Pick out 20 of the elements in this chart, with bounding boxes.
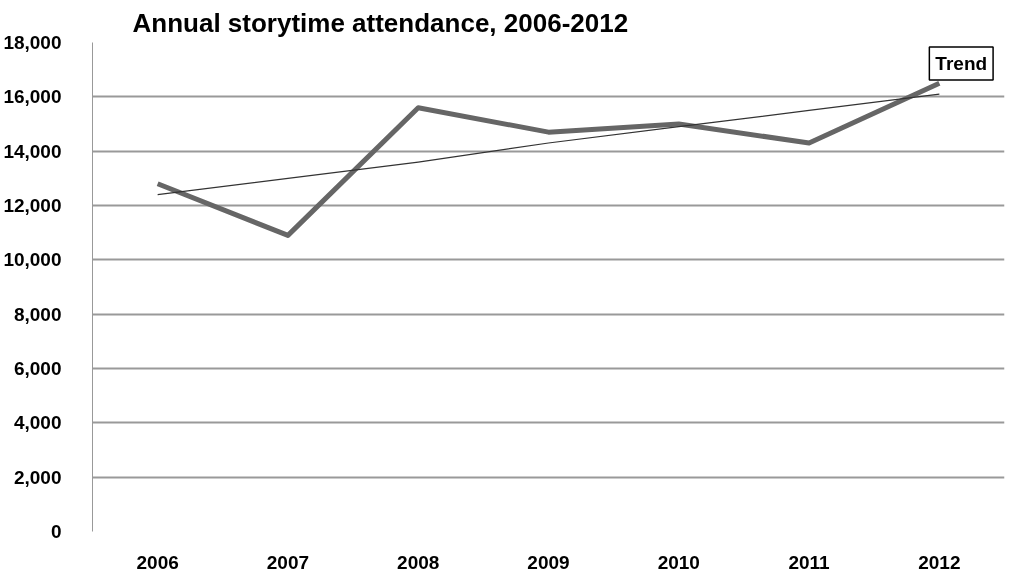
y-tick-label: 18,000	[3, 32, 62, 53]
y-tick-label: 12,000	[3, 195, 62, 216]
y-tick-label: 2,000	[13, 466, 62, 488]
y-tick-label: 4,000	[13, 412, 62, 434]
y-tick-label: 14,000	[3, 140, 62, 162]
x-tick-label: 2011	[788, 551, 831, 571]
y-tick-label: 8,000	[13, 303, 62, 325]
x-tick-label: 2010	[657, 551, 700, 571]
x-tick-label: 2006	[136, 551, 179, 571]
series-label: Trend	[935, 53, 988, 75]
x-tick-label: 2008	[397, 551, 440, 571]
y-tick-label: 0	[50, 521, 62, 542]
y-tick-label: 6,000	[13, 358, 62, 379]
y-tick-label: 10,000	[3, 249, 62, 271]
chart-title: Annual storytime attendance, 2006-2012	[132, 7, 629, 38]
x-tick-label: 2012	[918, 551, 961, 571]
line-series	[157, 93, 940, 196]
x-tick-label: 2007	[266, 551, 310, 571]
x-tick-label: 2009	[527, 551, 570, 571]
y-tick-label: 16,000	[3, 86, 62, 108]
